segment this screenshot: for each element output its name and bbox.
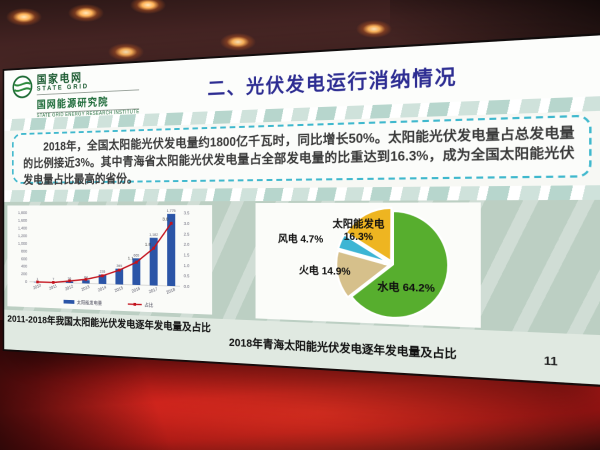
svg-text:2016: 2016 (131, 285, 142, 293)
ceiling-light-icon (6, 8, 42, 26)
bar-line-chart: 0 200 400 600 800 1,000 1,200 1,400 1,600 1,800 0.… (18, 209, 190, 310)
svg-text:2017: 2017 (148, 286, 159, 294)
page-number: 11 (543, 354, 558, 369)
pie-chart: 水电 64.2% 火电 14.9% 风电 4.7% 太阳能发电16.3% (278, 202, 481, 327)
svg-text:2018: 2018 (166, 286, 177, 294)
svg-text:2015: 2015 (114, 285, 124, 293)
ceiling-light-icon (356, 20, 392, 38)
svg-text:200: 200 (21, 271, 28, 276)
svg-text:665: 665 (133, 253, 139, 257)
svg-text:占比: 占比 (144, 302, 153, 310)
pie-chart-caption: 2018年青海太阳能光伏发电逐年发电量及占比 (228, 336, 457, 362)
slide-title: 二、光伏发电运行消纳情况 (207, 66, 458, 100)
ceiling-light-icon (130, 0, 166, 14)
svg-text:1.0: 1.0 (184, 263, 190, 268)
bar-chart-panel: 0 200 400 600 800 1,000 1,200 1,400 1,600 1,800 0.… (7, 205, 213, 315)
svg-text:1,200: 1,200 (18, 233, 28, 238)
svg-text:1,000: 1,000 (18, 241, 28, 246)
summary-text: 2018年，全国太阳能光伏发电量约1800亿千瓦时，同比增长50%。太阳能光伏发… (23, 125, 575, 187)
svg-text:2010: 2010 (32, 282, 42, 290)
svg-text:1,775: 1,775 (167, 209, 176, 213)
slide-header: 国家电网 STATE GRID 国网能源研究院 STATE GRID ENERG… (4, 35, 600, 120)
svg-text:1,800: 1,800 (18, 210, 28, 215)
ceiling-light-icon (68, 4, 104, 22)
svg-text:84: 84 (84, 275, 88, 279)
svg-text:600: 600 (21, 256, 28, 261)
ceiling-light-icon (220, 33, 256, 51)
svg-text:2.5: 2.5 (184, 231, 190, 236)
svg-text:235: 235 (100, 270, 106, 274)
svg-text:1.1: 1.1 (128, 256, 134, 261)
svg-text:太阳能发电16.3%: 太阳能发电16.3% (332, 218, 386, 243)
svg-text:0.5: 0.5 (184, 273, 190, 278)
pie-chart-panel: 水电 64.2% 火电 14.9% 风电 4.7% 太阳能发电16.3% (255, 202, 481, 328)
svg-text:0.0: 0.0 (184, 284, 190, 289)
charts-area: 0 200 400 600 800 1,000 1,200 1,400 1,600 1,800 0.… (4, 199, 600, 336)
svg-text:395: 395 (116, 264, 122, 268)
svg-text:火电 14.9%: 火电 14.9% (299, 264, 351, 277)
svg-text:水电 64.2%: 水电 64.2% (377, 279, 435, 295)
presentation-slide: 国家电网 STATE GRID 国网能源研究院 STATE GRID ENERG… (4, 35, 600, 385)
svg-text:800: 800 (21, 248, 28, 253)
svg-text:2.0: 2.0 (184, 242, 190, 247)
svg-text:0: 0 (25, 279, 28, 284)
svg-text:3.5: 3.5 (184, 210, 190, 215)
svg-text:2012: 2012 (64, 283, 74, 291)
svg-text:3.0: 3.0 (184, 221, 190, 226)
svg-text:2013: 2013 (81, 284, 91, 292)
svg-text:1.5: 1.5 (184, 252, 190, 257)
globe-icon (12, 75, 33, 100)
svg-text:2014: 2014 (97, 284, 107, 292)
svg-text:1,182: 1,182 (149, 233, 158, 237)
svg-text:太阳能发电量: 太阳能发电量 (77, 299, 103, 307)
ceiling-light-icon (108, 43, 144, 61)
svg-text:1,400: 1,400 (18, 226, 28, 231)
svg-text:风电 4.7%: 风电 4.7% (278, 232, 324, 244)
state-grid-logo: 国家电网 STATE GRID 国网能源研究院 STATE GRID ENERG… (12, 68, 140, 120)
svg-text:400: 400 (21, 264, 28, 269)
svg-text:1.8: 1.8 (145, 241, 151, 246)
svg-text:7: 7 (52, 277, 54, 281)
svg-text:36: 36 (68, 277, 72, 281)
svg-text:2011: 2011 (48, 283, 58, 291)
svg-text:3.0: 3.0 (162, 217, 168, 222)
svg-text:1: 1 (37, 277, 39, 281)
svg-text:1,600: 1,600 (18, 218, 28, 223)
